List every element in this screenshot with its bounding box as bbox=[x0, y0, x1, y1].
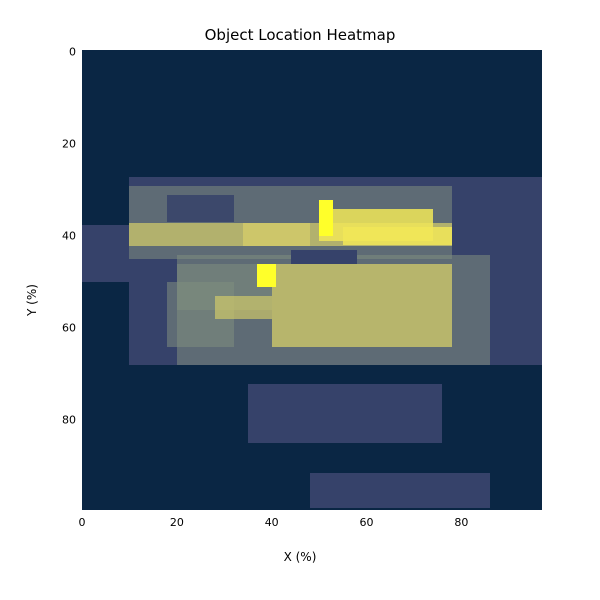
heatmap-rect bbox=[310, 473, 490, 508]
y-tick: 80 bbox=[46, 414, 76, 427]
heatmap-rect bbox=[248, 384, 442, 444]
y-tick: 40 bbox=[46, 230, 76, 243]
y-tick: 60 bbox=[46, 322, 76, 335]
heatmap-rect bbox=[319, 200, 333, 237]
x-tick: 40 bbox=[265, 516, 279, 529]
heatmap-rect bbox=[243, 223, 309, 246]
x-tick: 0 bbox=[79, 516, 86, 529]
heatmap-rect bbox=[257, 264, 276, 287]
y-tick: 0 bbox=[46, 46, 76, 59]
heatmap-rect bbox=[167, 195, 233, 223]
x-tick: 60 bbox=[360, 516, 374, 529]
figure: Object Location Heatmap Y (%) X (%) 0 20 4… bbox=[0, 0, 600, 600]
heatmap-rect bbox=[291, 250, 357, 264]
x-tick: 80 bbox=[454, 516, 468, 529]
heatmap-rect bbox=[272, 264, 452, 347]
y-tick: 20 bbox=[46, 138, 76, 151]
y-axis-label: Y (%) bbox=[25, 284, 39, 316]
heatmap-rect bbox=[343, 227, 452, 245]
chart-title: Object Location Heatmap bbox=[0, 26, 600, 44]
x-axis-label: X (%) bbox=[0, 550, 600, 564]
x-tick: 20 bbox=[170, 516, 184, 529]
heatmap-rect bbox=[215, 296, 272, 319]
heatmap-axes bbox=[82, 50, 542, 510]
